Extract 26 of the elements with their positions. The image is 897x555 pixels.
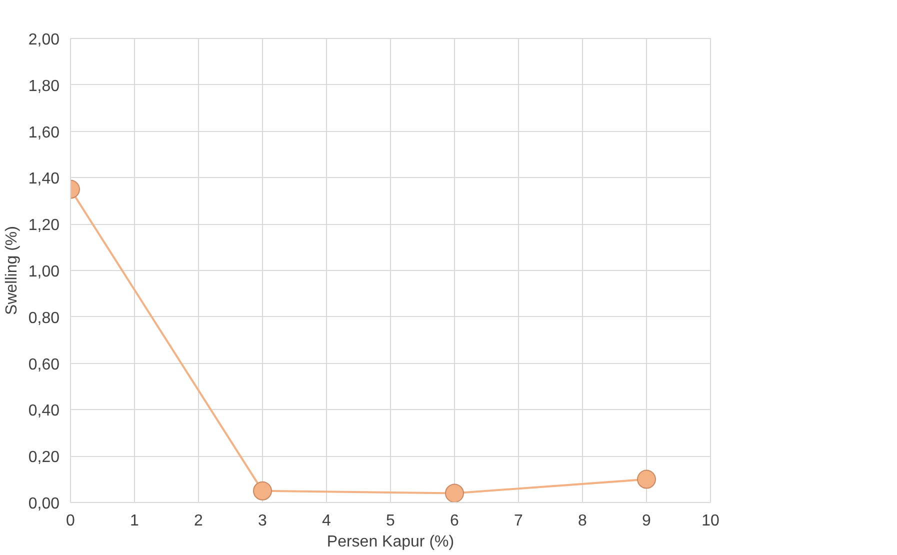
x-tick-label: 1 <box>130 512 140 530</box>
y-tick-label: 0,60 <box>28 356 60 374</box>
y-axis-title: Swelling (%) <box>3 226 20 315</box>
x-tick-label: 3 <box>258 512 268 530</box>
x-tick-label: 2 <box>194 512 204 530</box>
y-tick-label: 1,80 <box>28 78 60 95</box>
x-tick-label: 4 <box>322 512 332 530</box>
x-tick-label: 5 <box>386 512 396 530</box>
y-tick-label: 2,00 <box>28 32 60 48</box>
x-tick-label: 10 <box>702 512 720 530</box>
y-tick-label: 0,20 <box>28 449 60 466</box>
y-tick-label: 1,60 <box>28 124 60 142</box>
y-tick-label: 1,20 <box>28 217 60 234</box>
x-axis-title: Persen Kapur (%) <box>326 534 454 550</box>
y-tick-label: 1,00 <box>28 264 60 280</box>
y-tick-label: 0,80 <box>28 310 60 327</box>
x-tick-label: 8 <box>578 512 588 530</box>
point <box>445 484 464 502</box>
y-tick-label: 0,40 <box>28 402 60 420</box>
y-tick-label: 0,00 <box>28 496 60 512</box>
x-tick-label: 0 <box>66 512 76 530</box>
point <box>637 470 656 489</box>
x-tick-label: 6 <box>450 512 460 530</box>
x-tick-label: 7 <box>514 512 524 530</box>
x-tick-label: 9 <box>642 512 652 530</box>
y-tick-label: 1,40 <box>28 170 60 188</box>
